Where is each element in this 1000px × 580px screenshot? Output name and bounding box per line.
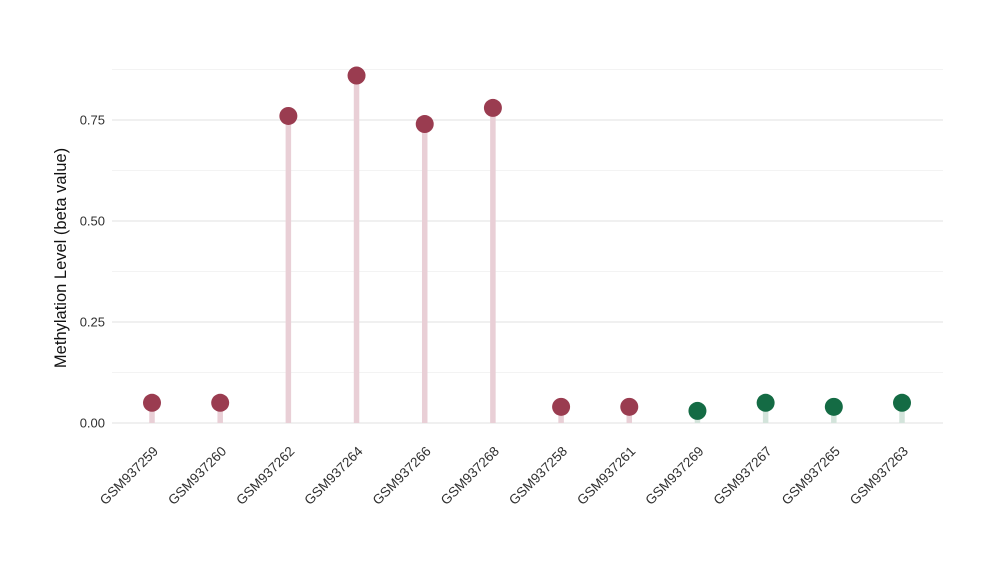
x-tick-label: GSM937265 xyxy=(779,444,843,508)
y-axis-title: Methylation Level (beta value) xyxy=(52,148,70,368)
x-tick-labels-layer: GSM937259 GSM937260 GSM937262 GSM937264 GSM9… xyxy=(97,443,911,508)
y-tick-labels-layer: 0.00 0.25 0.50 0.75 xyxy=(80,113,105,431)
y-tick-label: 0.00 xyxy=(80,416,105,431)
y-tick-label: 0.50 xyxy=(80,214,105,229)
gridlines-layer xyxy=(112,69,943,424)
x-tick-label: GSM937267 xyxy=(711,444,775,508)
x-tick-label: GSM937261 xyxy=(574,444,638,508)
data-point xyxy=(893,393,911,412)
x-tick-label: GSM937264 xyxy=(301,443,366,508)
x-tick-label: GSM937260 xyxy=(165,444,229,508)
y-tick-label: 0.25 xyxy=(80,315,105,330)
x-tick-label: GSM937263 xyxy=(847,444,911,508)
data-point xyxy=(756,393,775,412)
x-tick-label: GSM937258 xyxy=(506,444,570,508)
data-point xyxy=(688,401,707,420)
data-point xyxy=(415,115,434,134)
x-tick-label: GSM937266 xyxy=(370,444,434,508)
x-tick-label: GSM937268 xyxy=(438,444,502,508)
data-point xyxy=(143,393,161,412)
points-layer xyxy=(143,66,911,420)
x-tick-label: GSM937259 xyxy=(97,444,161,508)
x-tick-label: GSM937262 xyxy=(233,444,297,508)
data-point xyxy=(483,98,502,117)
data-point xyxy=(620,397,639,416)
y-tick-label: 0.75 xyxy=(80,113,105,128)
x-tick-label: GSM937269 xyxy=(642,444,706,508)
stems-layer xyxy=(149,75,905,423)
data-point xyxy=(211,393,230,412)
data-point xyxy=(552,397,571,416)
data-point xyxy=(279,106,298,125)
data-point xyxy=(824,397,843,416)
data-point xyxy=(347,66,366,85)
